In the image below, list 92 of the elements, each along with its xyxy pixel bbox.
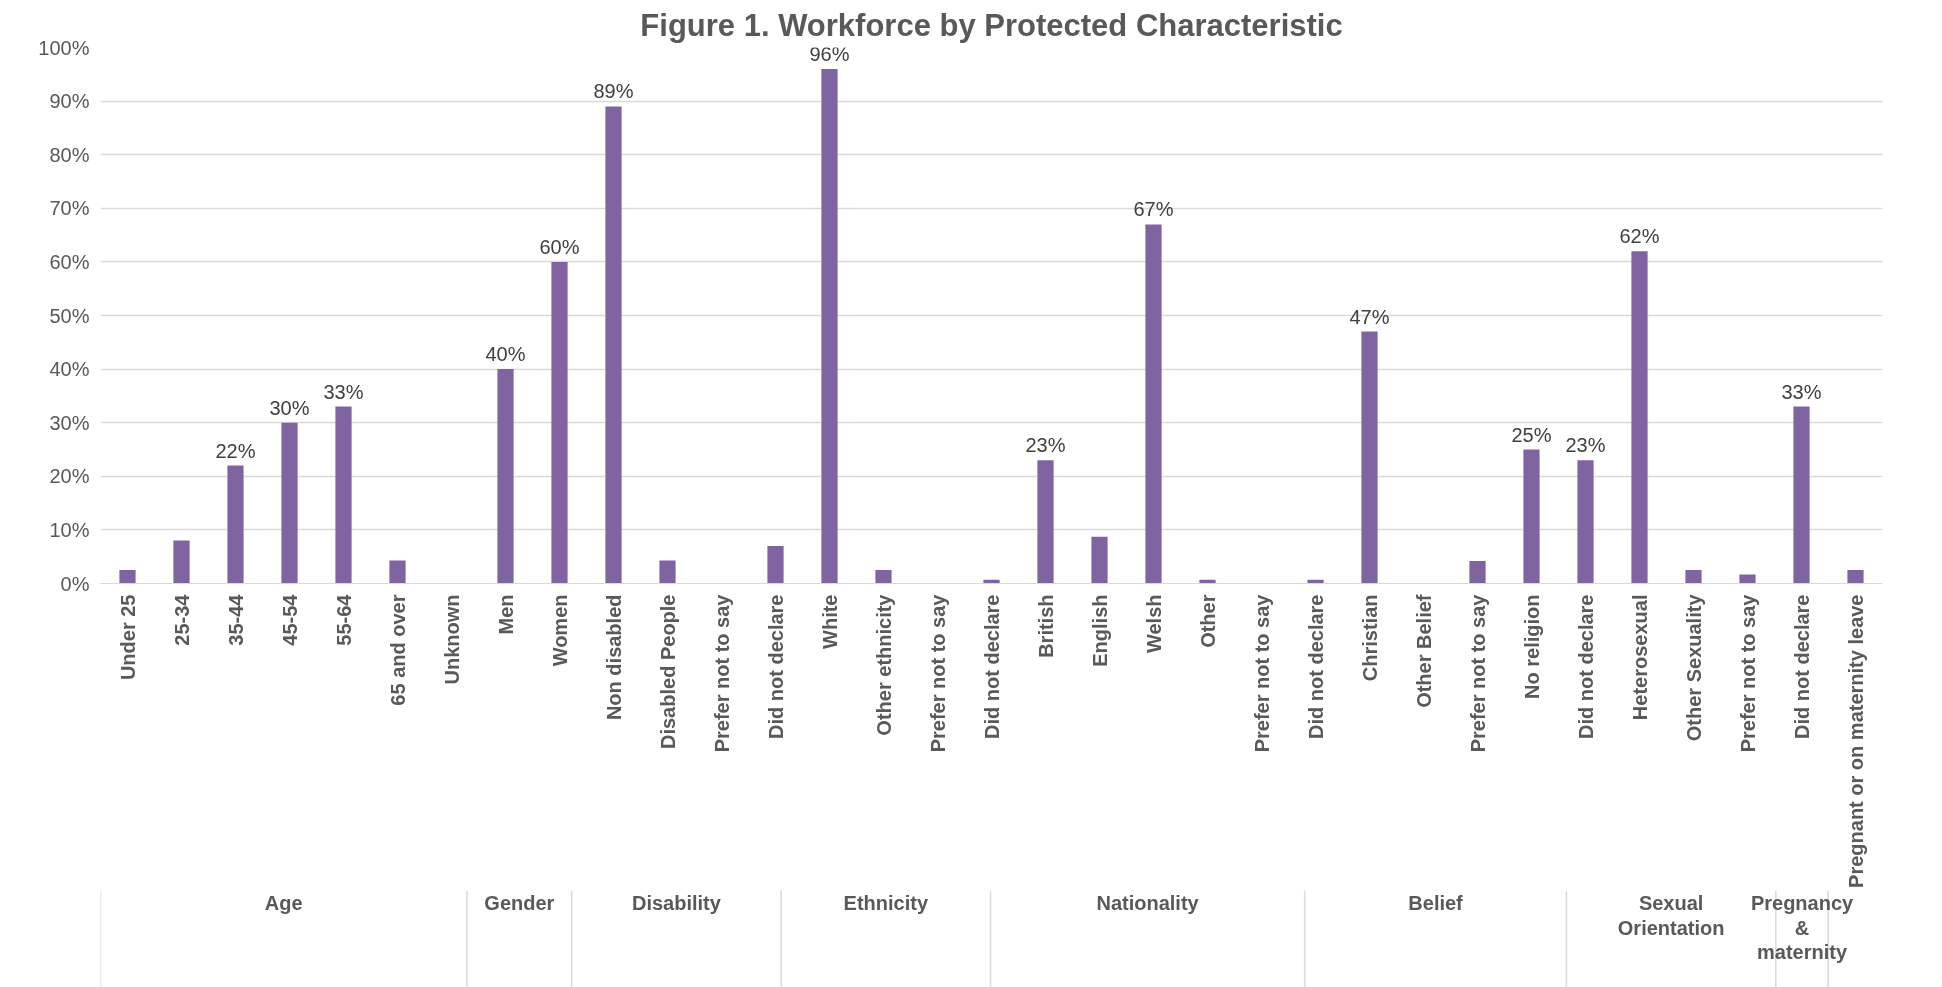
bar <box>1577 460 1594 584</box>
bar <box>1793 406 1810 584</box>
chart-title: Figure 1. Workforce by Protected Characteristic <box>640 7 1343 43</box>
data-label: 25% <box>1511 423 1552 446</box>
bar <box>821 68 838 584</box>
bar <box>1685 570 1702 584</box>
x-tick-label: Did not declare <box>1790 594 1813 739</box>
y-tick-label: 80% <box>49 143 90 166</box>
data-label: 33% <box>1781 380 1822 403</box>
bar <box>1145 224 1162 584</box>
x-tick-label: Did not declare <box>764 594 787 739</box>
y-tick-label: 30% <box>49 411 90 434</box>
x-tick-label: Welsh <box>1142 594 1165 654</box>
x-tick-label: Unknown <box>440 594 463 685</box>
x-tick-label: 45-54 <box>278 593 301 646</box>
y-tick-label: 90% <box>49 90 90 113</box>
x-tick-label: Prefer not to say <box>1736 593 1759 753</box>
bar <box>335 406 352 584</box>
bar <box>767 545 784 584</box>
x-tick-label: Other ethnicity <box>872 593 895 736</box>
data-label: 89% <box>593 80 634 103</box>
y-tick-label: 10% <box>49 518 90 541</box>
x-tick-label: British <box>1034 594 1057 658</box>
text: Ethnicity <box>843 892 929 915</box>
bar <box>497 369 514 584</box>
x-tick-label: 65 and over <box>386 594 409 706</box>
x-tick-label: Heterosexual <box>1628 594 1651 721</box>
bar <box>1739 574 1756 584</box>
data-label: 62% <box>1619 225 1660 248</box>
data-label: 33% <box>323 380 364 403</box>
y-tick-label: 20% <box>49 465 90 488</box>
y-tick-label: 40% <box>49 358 90 381</box>
x-tick-label: White <box>818 594 841 649</box>
bar <box>389 560 406 584</box>
bar <box>1469 560 1486 584</box>
text: Disability <box>631 892 722 915</box>
x-tick-label: Did not declare <box>1574 594 1597 739</box>
bar <box>173 540 190 584</box>
y-tick-label: 100% <box>38 36 90 59</box>
x-tick-label: Women <box>548 594 571 667</box>
x-tick-label: Prefer not to say <box>1250 593 1273 753</box>
x-tick-label: Did not declare <box>980 594 1003 739</box>
bar <box>1631 251 1648 584</box>
data-label: 47% <box>1349 305 1390 328</box>
bar <box>605 106 622 584</box>
bar <box>1091 536 1108 584</box>
bar <box>119 570 136 584</box>
x-tick-label: English <box>1088 594 1111 667</box>
x-tick-label: Other <box>1196 594 1219 648</box>
y-tick-label: 0% <box>60 572 90 595</box>
x-tick-label: Prefer not to say <box>926 593 949 753</box>
data-label: 67% <box>1133 198 1174 221</box>
text: Sexual Orientation <box>1617 892 1725 939</box>
y-tick-label: 60% <box>49 250 90 273</box>
bar <box>551 261 568 584</box>
x-tick-label: Did not declare <box>1304 594 1327 739</box>
bar <box>1523 449 1540 584</box>
x-tick-label: Men <box>494 594 517 635</box>
data-label: 96% <box>809 42 850 65</box>
x-tick-label: Other Sexuality <box>1682 593 1705 742</box>
data-label: 60% <box>539 235 580 258</box>
bar <box>227 465 244 584</box>
data-label: 40% <box>485 343 526 366</box>
bar <box>1847 570 1864 584</box>
bar <box>659 560 676 584</box>
x-tick-label: Other Belief <box>1412 594 1435 708</box>
text: Belief <box>1408 892 1464 915</box>
bar <box>1037 460 1054 584</box>
text: Pregnancy & maternity <box>1750 892 1855 963</box>
bar <box>281 422 298 584</box>
y-tick-label: 70% <box>49 197 90 220</box>
data-label: 30% <box>269 396 310 419</box>
x-tick-label: 25-34 <box>170 593 193 646</box>
data-label: 23% <box>1025 434 1066 457</box>
y-tick-label: 50% <box>49 304 90 327</box>
x-tick-label: Non disabled <box>602 594 625 721</box>
x-tick-label: Pregnant or on maternity leave <box>1844 594 1867 888</box>
x-tick-label: Prefer not to say <box>710 593 733 753</box>
text: Age <box>264 892 303 915</box>
bar <box>1361 331 1378 584</box>
x-tick-label: Prefer not to say <box>1466 593 1489 753</box>
data-label: 22% <box>215 439 256 462</box>
x-tick-label: Under 25 <box>116 594 139 681</box>
x-tick-label: Christian <box>1358 594 1381 682</box>
text: Nationality <box>1096 892 1200 915</box>
bar <box>875 570 892 584</box>
text: Gender <box>484 892 555 915</box>
x-tick-label: Disabled People <box>656 594 679 749</box>
x-tick-label: No religion <box>1520 594 1543 699</box>
x-tick-label: 35-44 <box>224 593 247 646</box>
x-tick-label: 55-64 <box>332 593 355 646</box>
data-label: 23% <box>1565 434 1606 457</box>
